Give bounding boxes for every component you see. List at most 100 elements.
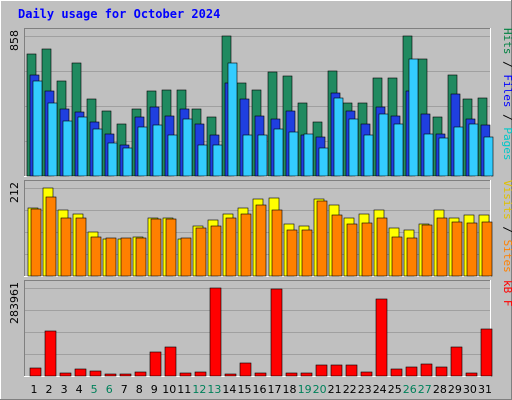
x-tick-label-26: 26 <box>403 383 417 396</box>
panel-kbytes-background <box>24 280 490 376</box>
legend-visits: Visits <box>501 180 512 220</box>
panel-hits: 858 Hits / Files / Pages <box>8 28 512 177</box>
panel-hits-legend-separator: / <box>501 55 512 75</box>
x-tick-label-18: 18 <box>283 383 297 396</box>
bar-pages-20 <box>318 147 329 177</box>
bar-sites-2 <box>45 196 57 277</box>
bar-kb-f-22 <box>345 364 358 377</box>
bar-kb-f-2 <box>44 330 57 377</box>
x-tick-label-9: 9 <box>151 383 158 396</box>
bar-kb-f-11 <box>179 372 192 377</box>
bar-pages-15 <box>242 134 253 177</box>
x-tick-label-13: 13 <box>207 383 221 396</box>
x-tick-label-27: 27 <box>418 383 432 396</box>
x-tick-label-1: 1 <box>31 383 38 396</box>
bar-sites-14 <box>225 217 237 277</box>
bar-sites-1 <box>30 208 42 277</box>
bar-pages-18 <box>288 131 299 177</box>
bar-pages-29 <box>453 126 464 177</box>
panel-kbytes-max-label: 283961 <box>8 282 21 324</box>
panel-hits-legend-separator: / <box>501 108 512 128</box>
panel-kbytes-legend: kB F <box>501 280 512 307</box>
panel-visits: 212 Visits / Sites <box>8 180 512 277</box>
bar-kb-f-1 <box>29 367 42 377</box>
bar-kb-f-25 <box>390 368 403 377</box>
x-tick-label-12: 12 <box>192 383 206 396</box>
bar-pages-9 <box>152 124 163 177</box>
bar-sites-5 <box>90 236 102 277</box>
x-tick-label-31: 31 <box>478 383 492 396</box>
bar-pages-2 <box>47 102 58 177</box>
x-tick-label-11: 11 <box>177 383 191 396</box>
bar-kb-f-13 <box>209 287 222 377</box>
bar-pages-27 <box>423 133 434 177</box>
x-tick-label-28: 28 <box>433 383 447 396</box>
bar-sites-27 <box>421 224 433 277</box>
bar-kb-f-17 <box>270 288 283 377</box>
bar-sites-25 <box>391 236 403 277</box>
x-tick-label-20: 20 <box>313 383 327 396</box>
bar-sites-18 <box>286 229 298 277</box>
bar-sites-11 <box>180 237 192 277</box>
bar-pages-8 <box>137 126 148 177</box>
bar-sites-24 <box>376 217 388 277</box>
bar-pages-11 <box>182 118 193 177</box>
bar-sites-26 <box>406 237 418 277</box>
x-tick-label-25: 25 <box>388 383 402 396</box>
bar-sites-9 <box>150 218 162 277</box>
bar-kb-f-12 <box>194 371 207 377</box>
bar-sites-23 <box>361 222 373 277</box>
bar-kb-f-10 <box>164 346 177 377</box>
x-tick-label-30: 30 <box>463 383 477 396</box>
bar-sites-19 <box>301 229 313 277</box>
bar-kb-f-5 <box>89 370 102 377</box>
bar-kb-f-23 <box>360 371 373 377</box>
x-tick-label-5: 5 <box>91 383 98 396</box>
x-tick-label-2: 2 <box>46 383 53 396</box>
panel-hits-max-label: 858 <box>8 30 21 51</box>
x-tick-label-8: 8 <box>136 383 143 396</box>
panel-visits-legend-separator: / <box>501 220 512 240</box>
bar-kb-f-16 <box>254 372 267 377</box>
bar-pages-30 <box>468 123 479 177</box>
series-kb-f <box>29 287 493 377</box>
bar-sites-15 <box>240 213 252 277</box>
bar-sites-29 <box>451 221 463 277</box>
legend-kb-f: kB F <box>501 280 512 307</box>
bar-kb-f-27 <box>420 363 433 377</box>
bar-kb-f-20 <box>315 364 328 377</box>
bar-kb-f-4 <box>74 368 87 377</box>
x-tick-label-19: 19 <box>298 383 312 396</box>
bar-kb-f-24 <box>375 298 388 377</box>
bar-kb-f-30 <box>465 372 478 377</box>
bar-pages-7 <box>122 147 133 177</box>
x-tick-label-4: 4 <box>76 383 83 396</box>
bar-pages-22 <box>348 118 359 177</box>
bar-pages-21 <box>333 97 344 177</box>
bar-sites-7 <box>120 237 132 277</box>
bar-sites-3 <box>60 217 72 277</box>
x-tick-label-17: 17 <box>268 383 282 396</box>
panel-visits-legend: Visits / Sites <box>501 180 512 273</box>
bar-pages-24 <box>378 113 389 177</box>
bar-pages-31 <box>483 136 494 177</box>
bar-pages-5 <box>92 128 103 177</box>
bar-pages-3 <box>62 120 73 177</box>
x-axis: 1 2 3 4 5 6 7 8 9 10 11 12 13 14 15 16 17 18 19 20 21 22 23 24 2… <box>31 383 493 396</box>
panel-hits-legend: Hits / Files / Pages <box>501 28 512 161</box>
x-tick-label-16: 16 <box>253 383 267 396</box>
bar-kb-f-29 <box>450 346 463 377</box>
legend-files: Files <box>501 74 512 107</box>
bar-pages-25 <box>393 123 404 177</box>
bar-sites-8 <box>135 237 147 277</box>
x-tick-label-23: 23 <box>358 383 372 396</box>
bar-pages-28 <box>438 137 449 177</box>
chart-panels: 858 Hits / Files / Pages 212 Visits / Sites… <box>8 28 512 377</box>
bar-sites-22 <box>346 223 358 277</box>
bar-pages-17 <box>273 128 284 177</box>
bar-pages-6 <box>107 142 118 177</box>
bar-kb-f-6 <box>104 373 117 377</box>
bar-pages-10 <box>167 134 178 177</box>
panel-kbytes: 283961 kB F <box>8 280 512 377</box>
